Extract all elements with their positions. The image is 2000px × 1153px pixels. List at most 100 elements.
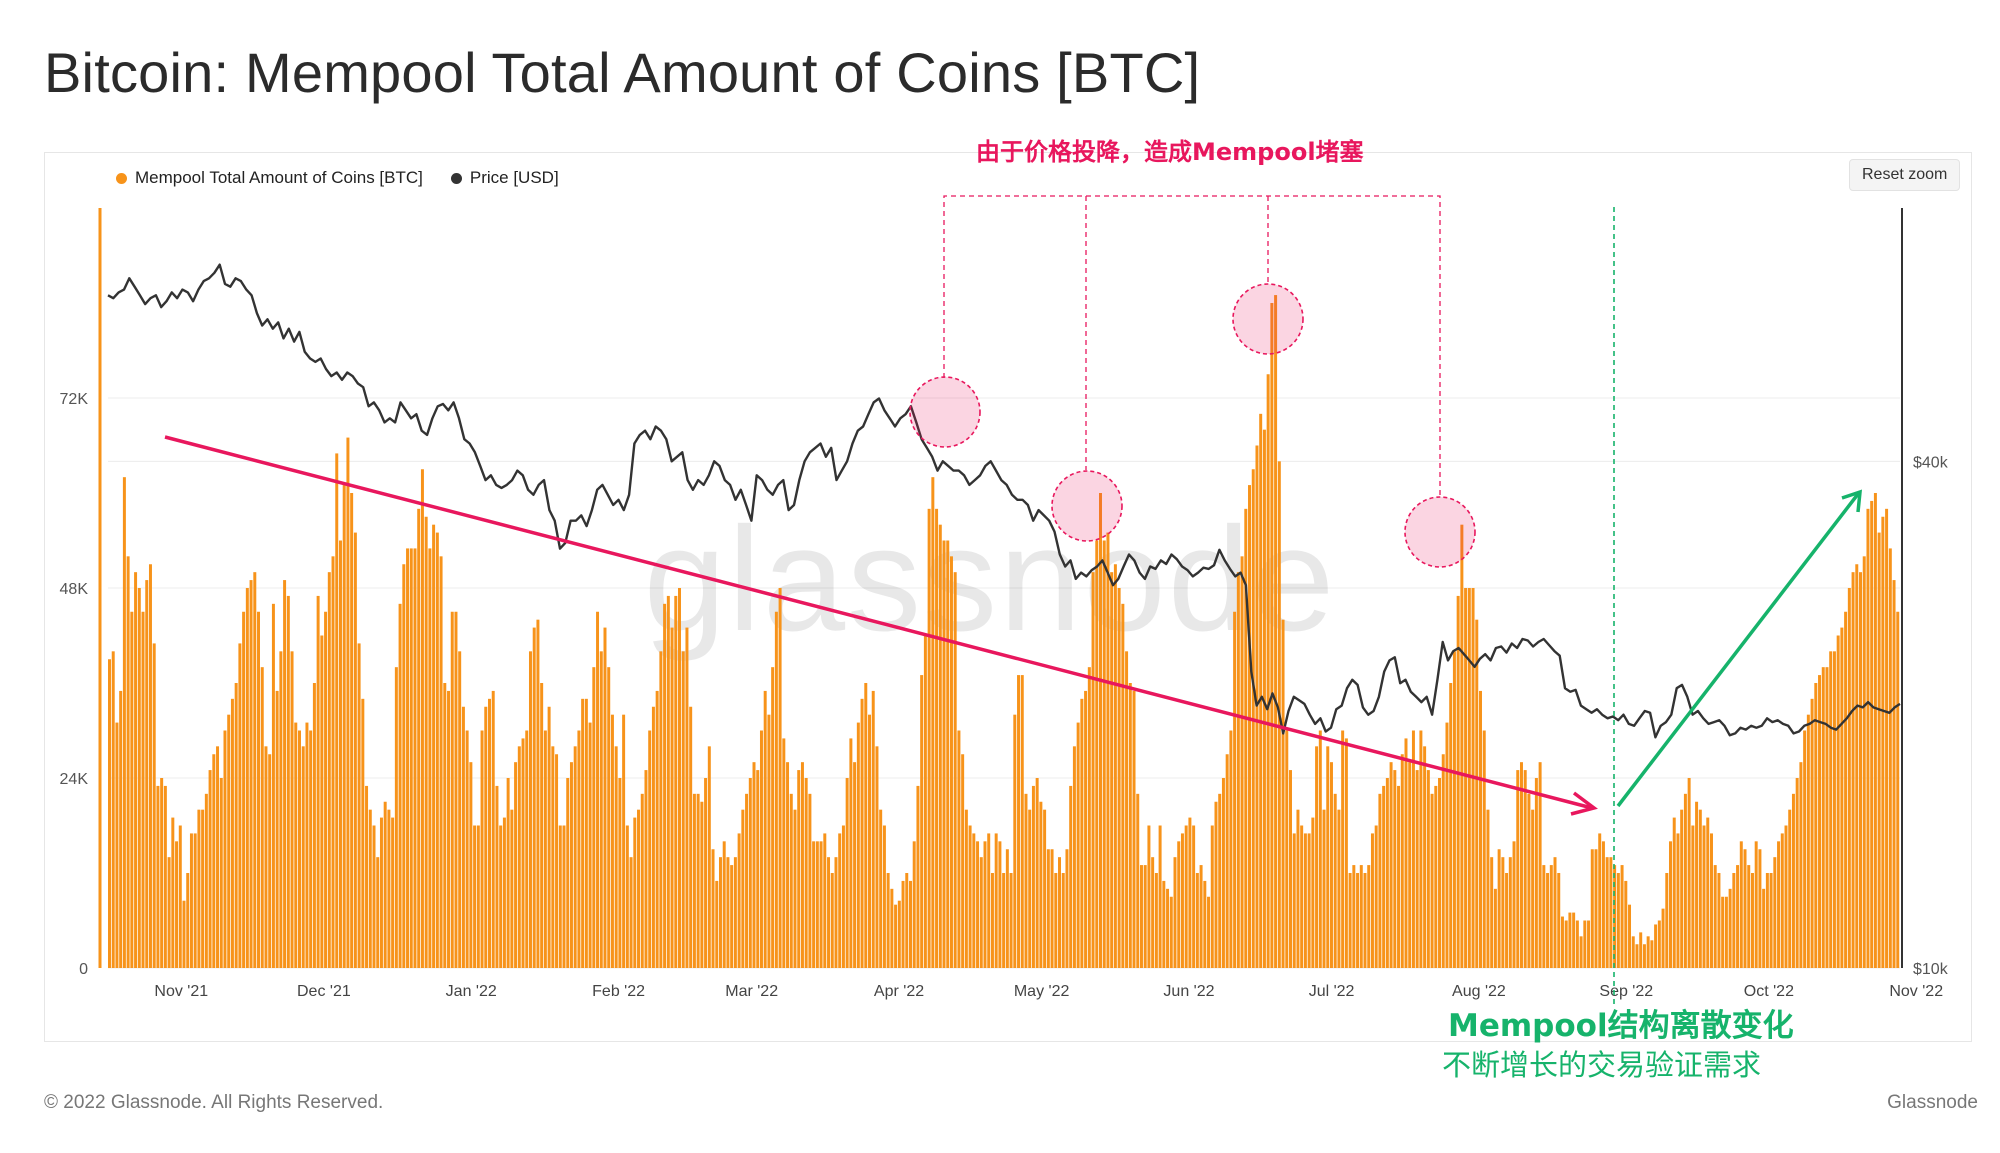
bar [1151,857,1155,968]
bar [1039,801,1043,968]
bar [707,746,711,968]
bar [871,690,875,968]
x-tick-label: Jan '22 [446,983,497,1000]
bar [182,900,186,968]
bar [1136,793,1140,968]
legend-dot-price [450,172,462,184]
bar [1758,849,1762,968]
bar [1207,896,1211,968]
bar [715,880,719,968]
bar [588,722,592,968]
bar [324,611,328,968]
legend-item-mempool[interactable]: Mempool Total Amount of Coins [BTC] [116,168,423,188]
bar [1836,635,1840,968]
bar [1296,809,1300,968]
bar [1248,485,1251,968]
bar [1344,738,1348,968]
bar [379,817,383,968]
bar [685,627,689,968]
bar [1531,809,1535,968]
bar [916,785,920,968]
bar [1829,651,1833,968]
bar [1203,880,1207,968]
bar [1058,857,1061,968]
x-tick-label: Dec '21 [297,983,351,1000]
bar [1747,865,1751,968]
bar [1475,619,1479,968]
bar [1236,572,1240,968]
y-left-tick-label: 48K [60,581,89,598]
bar [853,762,857,968]
bar [1732,873,1736,968]
bar [178,825,182,968]
bar [681,651,685,968]
bar [741,809,745,968]
bar [290,651,294,968]
peak-highlight-circle [1232,283,1304,355]
bar [420,469,424,968]
bar [718,857,722,968]
bar [786,762,790,968]
bar [1087,667,1091,968]
bar [1225,754,1229,968]
bar [1233,611,1237,968]
bar [890,888,894,968]
bar [1683,793,1687,968]
bar [1508,857,1512,968]
bar [342,485,346,968]
bar [745,793,749,968]
bar [1497,849,1501,968]
bar [1441,754,1445,968]
bar [186,873,190,968]
bar [1695,801,1699,968]
bar [1527,793,1531,968]
bar [1240,556,1244,968]
x-tick-label: Mar '22 [725,983,778,1000]
bar [1460,524,1464,968]
bar [1791,793,1795,968]
bar [655,690,659,968]
bar [1479,690,1482,968]
bar [1579,936,1583,968]
bar [827,857,831,968]
x-tick-label: Jul '22 [1309,983,1355,1000]
bar [473,825,477,968]
bar [1274,295,1278,969]
footer-brand: Glassnode [1887,1092,1978,1113]
bar [800,762,804,968]
legend-item-price[interactable]: Price [USD] [450,168,559,188]
peak-highlight-circle [1051,470,1123,542]
bar [1814,683,1818,968]
bar [1374,825,1378,968]
bar [108,659,111,968]
bar [1743,849,1747,968]
bar [1050,849,1054,968]
bar [964,809,968,968]
bar [1553,857,1557,968]
bar [674,595,678,968]
bar [1560,916,1564,968]
bar [1329,762,1333,968]
bar [648,730,652,968]
bar [1490,857,1494,968]
bar [279,651,283,968]
bar [1031,785,1035,968]
bar [145,580,149,968]
annotation-layer [164,195,1863,1008]
bar [432,524,436,968]
bar [1244,508,1248,968]
annotation-bottom-line1: Mempool结构离散变化 [1448,1008,1794,1044]
x-tick-label: Feb '22 [592,983,645,1000]
reset-zoom-button[interactable]: Reset zoom [1849,159,1961,191]
legend-label-price: Price [USD] [469,168,559,187]
bar [1892,580,1896,968]
bar [216,746,220,968]
bar [305,722,309,968]
bar [119,690,123,968]
bar [1501,857,1505,968]
watermark: glassnode [644,497,1337,662]
bar [253,572,257,968]
bar [979,857,983,968]
bar [763,690,767,968]
bar [610,714,614,968]
